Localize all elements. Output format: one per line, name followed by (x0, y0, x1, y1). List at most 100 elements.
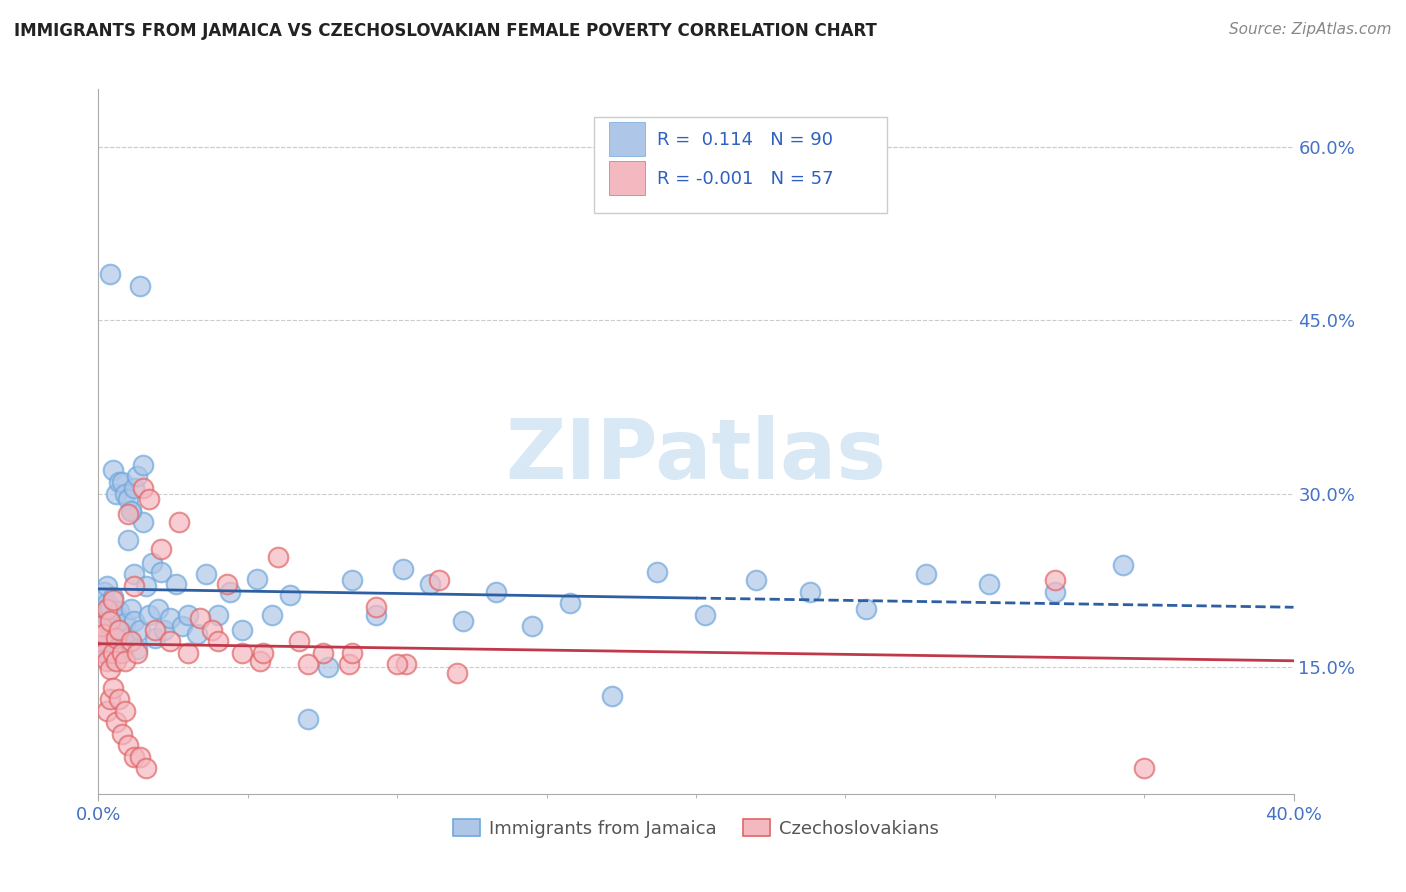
Point (90, 619, 112, 633)
Point (96, 579, 118, 593)
Text: R = -0.001   N = 57: R = -0.001 N = 57 (657, 169, 834, 187)
Point (186, 627, 208, 641)
Point (1133, 762, 1156, 776)
Point (231, 646, 253, 660)
Point (138, 492, 160, 507)
Point (165, 576, 187, 591)
Point (207, 607, 229, 622)
Point (98, 692, 122, 706)
Point (103, 611, 125, 625)
Point (395, 657, 418, 672)
Point (103, 591, 125, 605)
Point (103, 592, 125, 607)
Point (117, 492, 139, 507)
Point (108, 623, 131, 637)
Bar (595, 118, 887, 212)
Point (105, 607, 128, 622)
Point (745, 573, 768, 587)
Point (446, 665, 468, 680)
Point (201, 623, 224, 637)
Point (132, 516, 155, 530)
Point (159, 634, 181, 648)
Point (177, 646, 200, 660)
Point (135, 579, 157, 593)
Point (135, 762, 157, 776)
Point (90, 607, 112, 622)
Point (98, 619, 122, 633)
Point (520, 619, 543, 633)
Point (124, 481, 146, 495)
Point (129, 278, 152, 293)
Point (93, 584, 115, 599)
Point (114, 704, 136, 718)
Point (108, 639, 131, 653)
Point (98, 650, 122, 665)
Point (111, 475, 134, 489)
Point (297, 657, 319, 672)
Point (427, 573, 450, 587)
Point (392, 561, 415, 575)
Point (111, 646, 134, 660)
Point (177, 607, 200, 622)
Point (1112, 558, 1135, 573)
Point (114, 486, 136, 500)
Point (93, 627, 115, 641)
Point (96, 602, 118, 616)
Point (141, 556, 163, 570)
Point (124, 579, 146, 593)
Point (311, 646, 333, 660)
Point (799, 584, 821, 599)
Point (93, 602, 115, 616)
Point (127, 469, 149, 483)
Point (105, 645, 128, 659)
Point (111, 625, 134, 640)
Point (98, 614, 122, 628)
Point (93, 642, 115, 657)
Point (124, 614, 146, 628)
Point (96, 615, 118, 630)
Point (90, 631, 112, 645)
Point (252, 646, 274, 660)
Point (120, 504, 142, 518)
Point (132, 481, 155, 495)
Point (366, 599, 388, 614)
Point (207, 634, 229, 648)
Point (159, 611, 181, 625)
Point (108, 604, 131, 618)
Point (108, 475, 131, 489)
Point (114, 615, 136, 630)
Point (96, 648, 118, 663)
Point (129, 623, 152, 637)
Point (129, 750, 152, 764)
Point (267, 550, 290, 565)
Point (98, 267, 122, 281)
Point (124, 750, 146, 764)
Point (143, 631, 166, 645)
Point (105, 631, 128, 645)
Point (150, 565, 173, 579)
Point (560, 596, 582, 610)
Point (287, 634, 309, 648)
Point (167, 516, 190, 530)
Point (278, 588, 301, 602)
Point (114, 654, 136, 668)
Point (419, 576, 441, 591)
Point (98, 637, 122, 651)
Point (143, 623, 166, 637)
Point (124, 567, 146, 582)
Point (260, 607, 283, 622)
Point (977, 576, 1000, 591)
Point (485, 584, 508, 599)
Point (96, 654, 118, 668)
Point (96, 596, 118, 610)
Point (188, 611, 211, 625)
Point (93, 646, 115, 660)
Point (96, 634, 118, 648)
Point (318, 660, 340, 674)
Point (98, 602, 122, 616)
Point (219, 584, 242, 599)
Point (90, 634, 112, 648)
Point (105, 654, 128, 668)
Point (1043, 573, 1066, 587)
Point (645, 565, 668, 579)
